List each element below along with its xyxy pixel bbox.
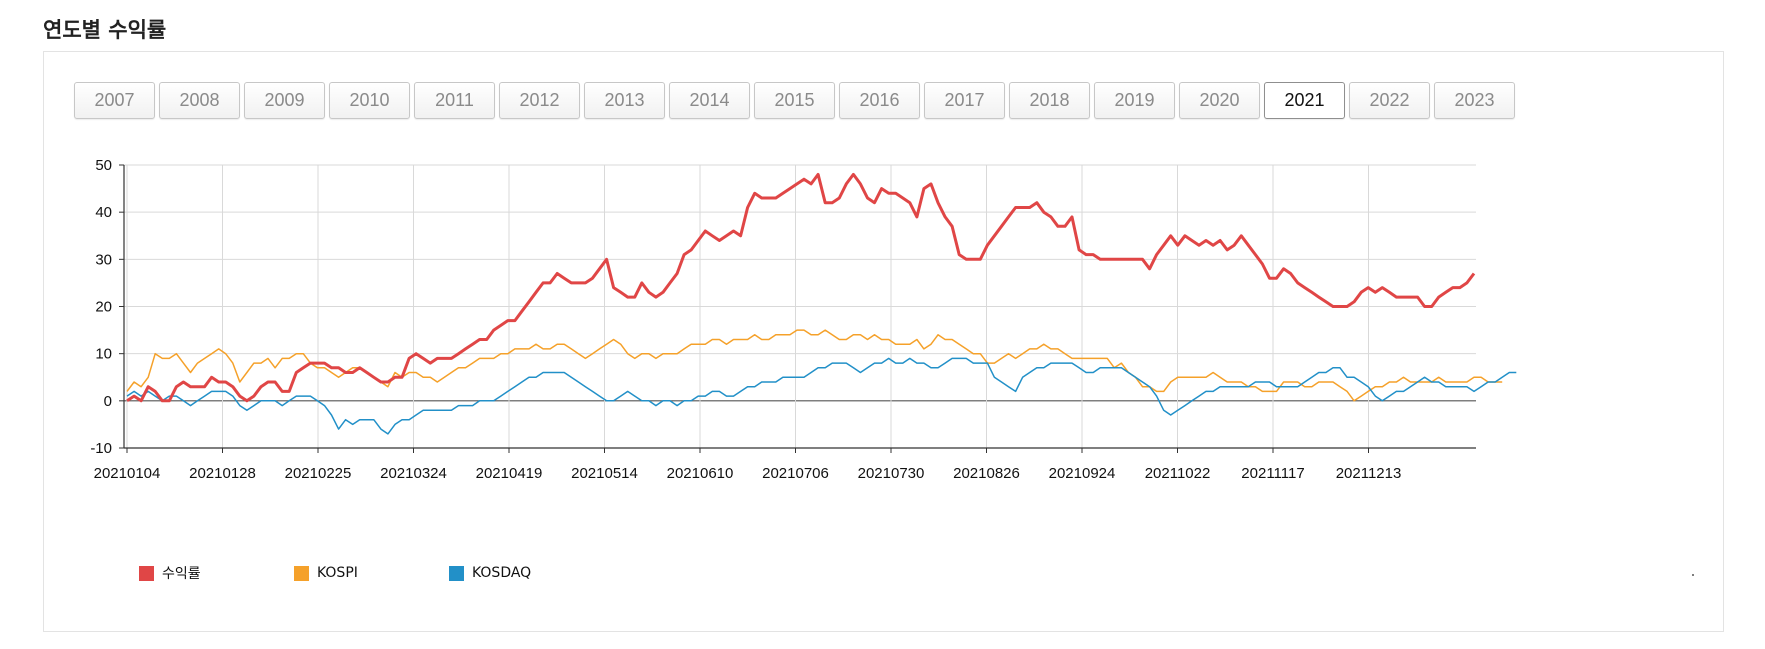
year-tab-2017[interactable]: 2017 — [924, 82, 1005, 119]
y-tick-label: 30 — [95, 251, 112, 268]
y-tick-label: 50 — [95, 157, 112, 174]
page-title: 연도별 수익률 — [43, 18, 167, 42]
year-tab-2012[interactable]: 2012 — [499, 82, 580, 119]
decorative-dot — [1692, 574, 1694, 576]
x-tick-label: 20210730 — [858, 465, 925, 482]
y-tick-label: 0 — [104, 393, 112, 410]
returns-line-chart: -10 0 10 20 30 40 50 20210104 20210128 20210225 20… — [90, 157, 1517, 482]
year-tab-2023[interactable]: 2023 — [1434, 82, 1515, 119]
x-tick-label: 20210514 — [571, 465, 638, 482]
x-tick-label: 20210826 — [953, 465, 1020, 482]
year-tab-2022[interactable]: 2022 — [1349, 82, 1430, 119]
legend-item[interactable]: KOSPI — [294, 563, 449, 583]
series-line-return — [126, 172, 1476, 403]
x-tick-label: 20210324 — [380, 465, 447, 482]
legend-label: 수익률 — [162, 566, 201, 582]
year-tab-bar: 2007 2008 2009 2010 2011 2012 2013 2014 2015 2016… — [74, 82, 1515, 119]
legend-label: KOSPI — [317, 565, 358, 581]
y-tick-label: 20 — [95, 299, 112, 316]
legend-swatch — [294, 565, 309, 581]
series-line-kosdaq — [126, 357, 1517, 435]
year-tab-2020[interactable]: 2020 — [1179, 82, 1260, 119]
y-tick-label: -10 — [90, 440, 112, 457]
y-tick-label: 40 — [95, 204, 112, 221]
x-tick-label: 20211117 — [1241, 465, 1304, 482]
year-tab-2018[interactable]: 2018 — [1009, 82, 1090, 119]
series-line-kospi — [126, 329, 1503, 402]
legend-item[interactable]: 수익률 — [139, 563, 294, 583]
year-tab-2007[interactable]: 2007 — [74, 82, 155, 119]
year-tab-2008[interactable]: 2008 — [159, 82, 240, 119]
legend-item[interactable]: KOSDAQ — [449, 563, 604, 583]
year-tab-2013[interactable]: 2013 — [584, 82, 665, 119]
x-tick-label: 20210225 — [285, 465, 352, 482]
year-tab-2011[interactable]: 2011 — [414, 82, 495, 119]
legend-swatch — [449, 565, 464, 581]
legend-swatch — [139, 565, 154, 581]
x-tick-label: 20210419 — [476, 465, 543, 482]
year-tab-2010[interactable]: 2010 — [329, 82, 410, 119]
year-tab-2015[interactable]: 2015 — [754, 82, 835, 119]
x-tick-label: 20210706 — [762, 465, 829, 482]
chart-panel: 2007 2008 2009 2010 2011 2012 2013 2014 2015 2016… — [43, 51, 1724, 632]
year-tab-2016[interactable]: 2016 — [839, 82, 920, 119]
x-tick-label: 20210924 — [1049, 465, 1116, 482]
x-tick-label: 20210104 — [94, 465, 161, 482]
x-tick-label: 20211022 — [1145, 465, 1211, 482]
y-tick-label: 10 — [95, 346, 112, 363]
chart-legend: 수익률 KOSPI KOSDAQ — [139, 563, 604, 583]
year-tab-2019[interactable]: 2019 — [1094, 82, 1175, 119]
x-tick-label: 20210128 — [189, 465, 256, 482]
x-tick-label: 20211213 — [1336, 465, 1402, 482]
legend-label: KOSDAQ — [472, 565, 532, 581]
year-tab-2009[interactable]: 2009 — [244, 82, 325, 119]
year-tab-2014[interactable]: 2014 — [669, 82, 750, 119]
x-tick-label: 20210610 — [667, 465, 734, 482]
year-tab-2021[interactable]: 2021 — [1264, 82, 1345, 119]
